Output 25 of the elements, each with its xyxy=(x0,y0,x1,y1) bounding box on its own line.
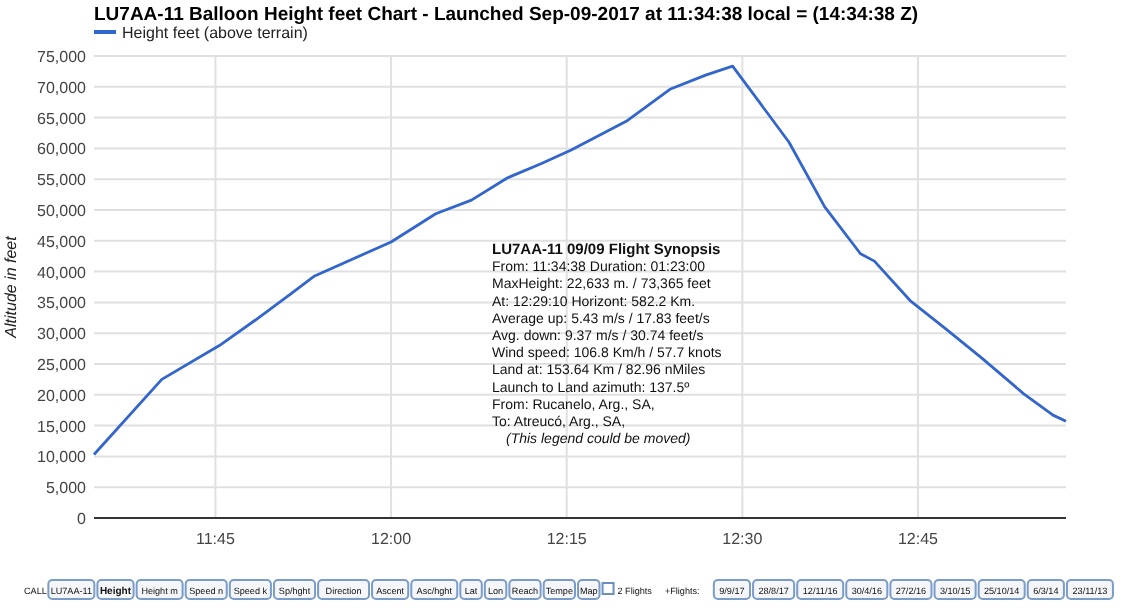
x-tick-label: 12:00 xyxy=(371,530,413,548)
chart-title: LU7AA-11 Balloon Height feet Chart - Launched Sep-09-2017 at 11:34:38 local = (14:34:38 Z) xyxy=(94,4,919,26)
x-tick-label: 12:30 xyxy=(722,530,764,548)
x-tick-label: 11:45 xyxy=(195,530,236,548)
legend-label: Height feet (above terrain) xyxy=(122,24,309,42)
y-tick-label: 50,000 xyxy=(37,202,88,220)
y-tick-label: 20,000 xyxy=(37,386,88,405)
y-tick-label: 55,000 xyxy=(37,171,88,190)
x-tick-label: 12:45 xyxy=(898,530,940,548)
line-series xyxy=(92,64,1068,456)
y-tick-label: 10,000 xyxy=(37,448,88,467)
y-tick-label: 45,000 xyxy=(37,232,88,251)
x-tick-label: 12:15 xyxy=(546,530,588,548)
y-tick-label: 60,000 xyxy=(37,140,88,159)
y-tick-label: 40,000 xyxy=(37,263,88,282)
y-tick-label: 35,000 xyxy=(37,294,88,313)
y-tick-label: 65,000 xyxy=(37,109,88,128)
y-tick-label: 5,000 xyxy=(45,479,88,498)
y-tick-label: 70,000 xyxy=(37,78,88,97)
y-tick-label: 75,000 xyxy=(37,48,88,66)
y-tick-label: 25,000 xyxy=(37,356,88,374)
y-tick-label: 15,000 xyxy=(37,417,88,436)
y-tick-label: 0 xyxy=(77,510,88,528)
y-axis-title: Altitude in feet xyxy=(2,234,20,340)
y-tick-label: 30,000 xyxy=(37,325,88,344)
